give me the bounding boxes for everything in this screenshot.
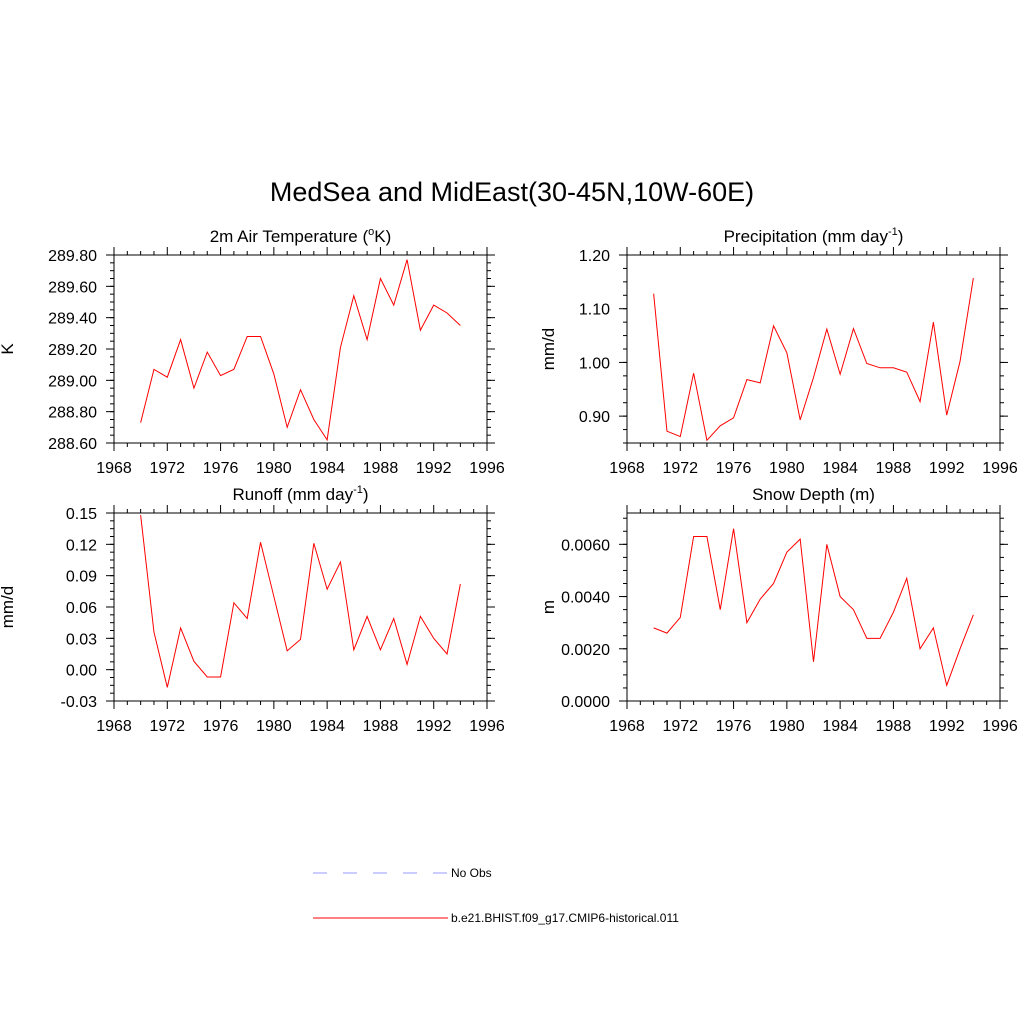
air-temperature-x-tick-label: 1984 xyxy=(309,460,345,477)
precipitation-x-tick-label: 1972 xyxy=(662,460,698,477)
precipitation-x-tick-label: 1980 xyxy=(769,460,805,477)
precipitation-x-tick-label: 1996 xyxy=(982,460,1018,477)
snow-depth-y-tick-label: 0.0020 xyxy=(561,642,610,659)
air-temperature-x-tick-label: 1988 xyxy=(363,460,399,477)
precipitation-y-axis-label: mm/d xyxy=(539,328,558,371)
air-temperature-x-tick-label: 1996 xyxy=(469,460,505,477)
snow-depth-y-tick-label: 0.0000 xyxy=(561,694,610,711)
air-temperature-y-tick-label: 289.80 xyxy=(48,248,97,265)
air-temperature-x-tick-label: 1992 xyxy=(416,460,452,477)
runoff-x-tick-label: 1980 xyxy=(256,718,292,735)
air-temperature-x-tick-label: 1976 xyxy=(203,460,239,477)
runoff-x-tick-label: 1992 xyxy=(416,718,452,735)
snow-depth-x-tick-label: 1976 xyxy=(716,718,752,735)
air-temperature-y-tick-label: 289.20 xyxy=(48,342,97,359)
air-temperature-x-tick-label: 1968 xyxy=(96,460,132,477)
panel-runoff: Runoff (mm day-1) mm/d 1968 1972 1976 1980 198… xyxy=(0,484,505,735)
precipitation-x-tick-label: 1992 xyxy=(929,460,965,477)
precipitation-y-tick-label: 1.10 xyxy=(579,302,610,319)
precipitation-y-tick-label: 0.90 xyxy=(579,409,610,426)
precipitation-x-tick-label: 1984 xyxy=(822,460,858,477)
snow-depth-y-axis-label: m xyxy=(539,600,558,614)
air-temperature-y-tick-label: 288.80 xyxy=(48,405,97,422)
legend: No Obs b.e21.BHIST.f09_g17.CMIP6-histori… xyxy=(313,866,679,925)
precipitation-plot-frame xyxy=(626,254,1001,444)
runoff-x-tick-label: 1988 xyxy=(363,718,399,735)
runoff-title: Runoff (mm day-1) xyxy=(232,484,368,504)
panel-precipitation: Precipitation (mm day-1) mm/d 1968 1972 1976… xyxy=(539,226,1018,477)
runoff-x-tick-label: 1984 xyxy=(309,718,345,735)
panel-snow-depth: Snow Depth (m) m 1968 1972 1976 1980 1984 1988 1… xyxy=(539,485,1018,735)
precipitation-title: Precipitation (mm day-1) xyxy=(724,226,904,246)
runoff-y-tick-label: 0.03 xyxy=(66,631,97,648)
snow-depth-x-tick-label: 1996 xyxy=(982,718,1018,735)
runoff-y-tick-label: 0.15 xyxy=(66,506,97,523)
air-temperature-y-axis-label: K xyxy=(0,343,17,355)
air-temperature-y-tick-label: 289.60 xyxy=(48,279,97,296)
snow-depth-x-tick-label: 1980 xyxy=(769,718,805,735)
legend-no-obs-label: No Obs xyxy=(451,866,492,880)
snow-depth-series-line xyxy=(653,528,974,688)
snow-depth-y-tick-label: 0.0040 xyxy=(561,590,610,607)
precipitation-x-tick-label: 1976 xyxy=(716,460,752,477)
air-temperature-x-tick-label: 1980 xyxy=(256,460,292,477)
precipitation-series-line xyxy=(653,278,974,442)
snow-depth-x-tick-label: 1992 xyxy=(929,718,965,735)
runoff-series-line xyxy=(140,515,461,688)
runoff-y-tick-label: 0.06 xyxy=(66,600,97,617)
air-temperature-title: 2m Air Temperature (oK) xyxy=(210,226,392,246)
precipitation-x-tick-label: 1988 xyxy=(876,460,912,477)
precipitation-y-tick-label: 1.00 xyxy=(579,355,610,372)
runoff-x-tick-label: 1976 xyxy=(203,718,239,735)
snow-depth-x-tick-label: 1972 xyxy=(662,718,698,735)
air-temperature-y-tick-label: 289.00 xyxy=(48,373,97,390)
figure-title: MedSea and MidEast(30-45N,10W-60E) xyxy=(270,177,754,207)
runoff-y-tick-label: 0.09 xyxy=(66,569,97,586)
air-temperature-y-tick-label: 288.60 xyxy=(48,436,97,453)
snow-depth-x-tick-label: 1968 xyxy=(609,718,645,735)
runoff-y-axis-label: mm/d xyxy=(0,586,17,629)
air-temperature-x-tick-label: 1972 xyxy=(149,460,185,477)
runoff-y-tick-label: 0.12 xyxy=(66,537,97,554)
runoff-x-tick-label: 1972 xyxy=(149,718,185,735)
snow-depth-x-tick-label: 1984 xyxy=(822,718,858,735)
air-temperature-series-line xyxy=(140,259,461,442)
snow-depth-title: Snow Depth (m) xyxy=(752,485,875,504)
runoff-y-tick-label: -0.03 xyxy=(61,694,98,711)
snow-depth-x-tick-label: 1988 xyxy=(876,718,912,735)
runoff-x-tick-label: 1968 xyxy=(96,718,132,735)
air-temperature-plot-frame xyxy=(113,254,488,444)
snow-depth-y-tick-label: 0.0060 xyxy=(561,537,610,554)
runoff-plot-frame xyxy=(113,512,488,702)
runoff-y-tick-label: 0.00 xyxy=(66,663,97,680)
precipitation-y-tick-label: 1.20 xyxy=(579,248,610,265)
panel-air-temperature: 2m Air Temperature (oK) K 1968 1972 1976 1980… xyxy=(0,226,505,477)
runoff-x-tick-label: 1996 xyxy=(469,718,505,735)
legend-model-label: b.e21.BHIST.f09_g17.CMIP6-historical.011 xyxy=(451,911,679,925)
precipitation-x-tick-label: 1968 xyxy=(609,460,645,477)
air-temperature-y-tick-label: 289.40 xyxy=(48,311,97,328)
